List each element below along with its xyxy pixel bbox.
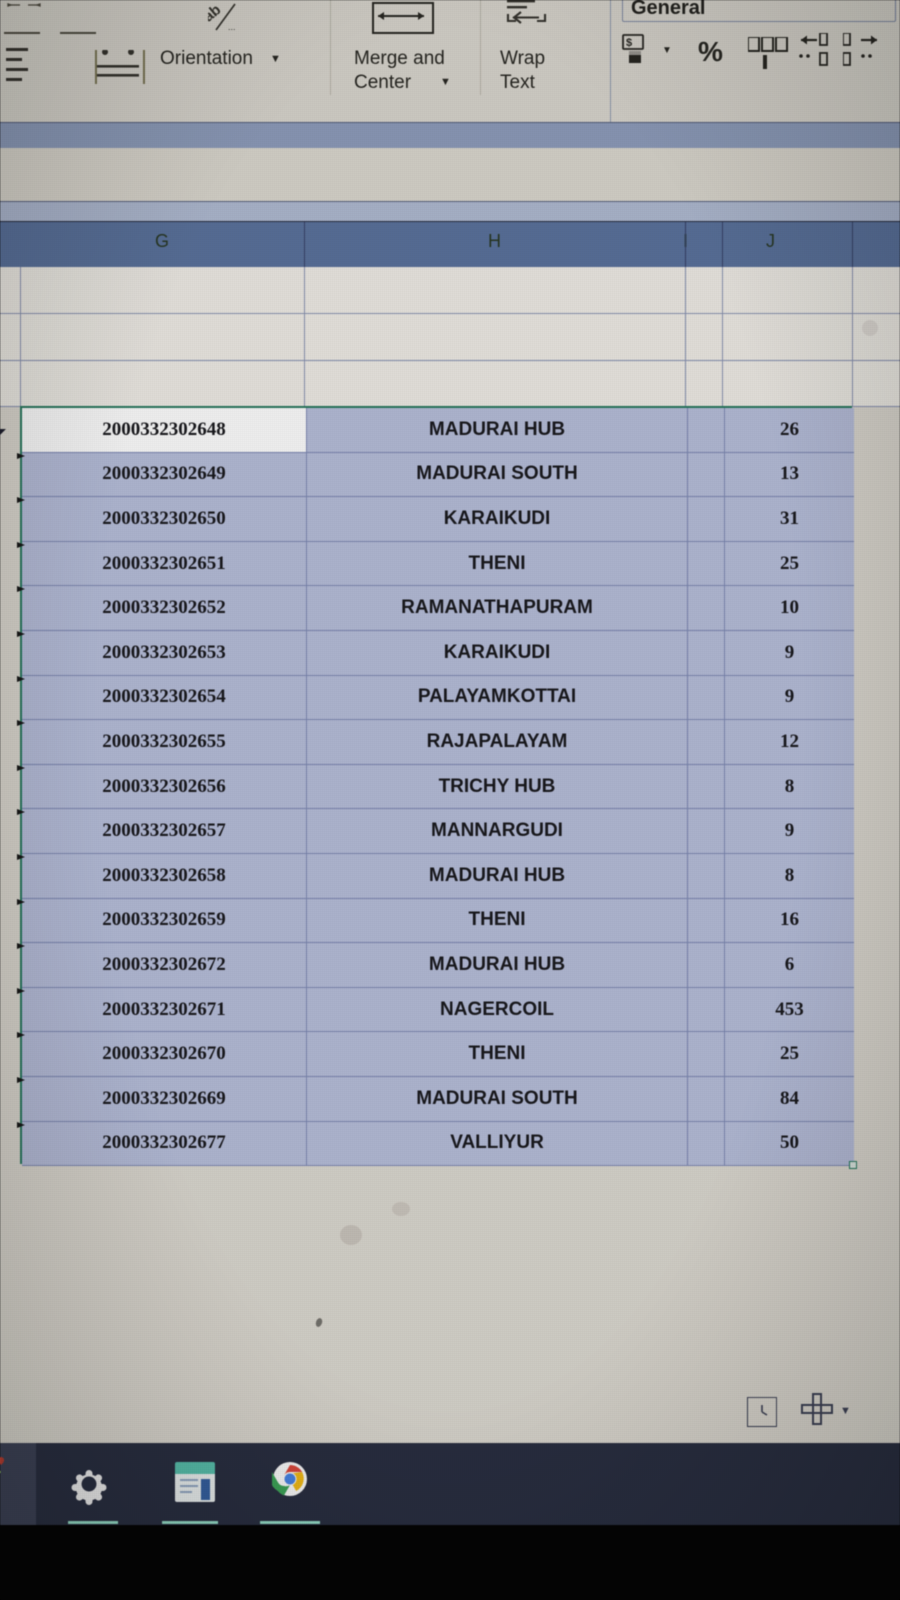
svg-text:$: $	[626, 37, 632, 49]
svg-text:...: ...	[228, 22, 236, 32]
